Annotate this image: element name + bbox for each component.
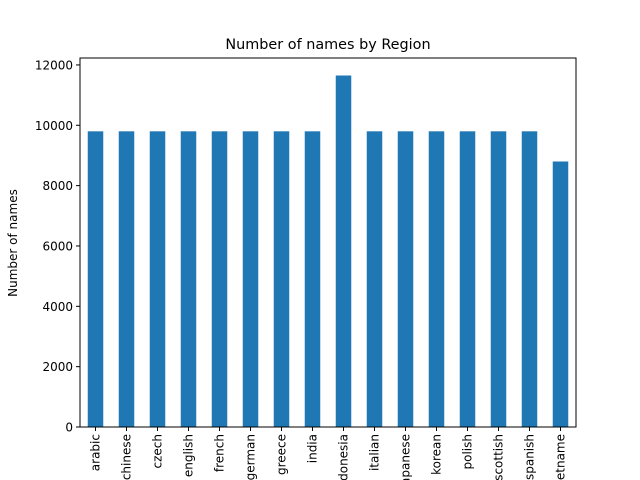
bars-group xyxy=(87,75,569,428)
x-axis: arabic chinese czech english french german gre… xyxy=(89,427,568,480)
chart-title: Number of names by Region xyxy=(225,37,430,53)
bar-spanish xyxy=(521,131,538,427)
x-tick-label-english: english xyxy=(182,434,196,477)
plot-frame xyxy=(79,57,577,428)
x-tick-label-chinese: chinese xyxy=(120,434,134,480)
y-tick-label: 0 xyxy=(65,421,73,435)
x-tick-label-polish: polish xyxy=(461,434,475,469)
y-tick-label: 6000 xyxy=(42,239,73,253)
x-tick-label-vietname: vietname xyxy=(554,434,568,480)
bar-polish xyxy=(459,131,476,427)
x-tick-label-scottish: scottish xyxy=(492,434,506,480)
bar-english xyxy=(180,131,197,427)
bar-india xyxy=(304,131,321,427)
y-tick-label: 8000 xyxy=(42,179,73,193)
x-tick-label-arabic: arabic xyxy=(89,434,103,471)
bar-japanese xyxy=(397,131,414,427)
x-tick-label-indonesia: indonesia xyxy=(337,434,351,480)
bar-czech xyxy=(149,131,166,427)
bar-korean xyxy=(428,131,445,427)
bar-italian xyxy=(366,131,383,427)
y-tick-label: 10000 xyxy=(35,119,73,133)
y-axis: 0 2000 4000 6000 8000 10000 12000 xyxy=(35,58,80,435)
bar-chinese xyxy=(118,131,135,427)
x-tick-label-spanish: spanish xyxy=(523,434,537,480)
y-tick-label: 12000 xyxy=(35,58,73,72)
bar-indonesia xyxy=(335,75,352,428)
x-tick-label-japanese: japanese xyxy=(399,434,413,480)
x-tick-label-greece: greece xyxy=(275,434,289,475)
y-tick-label: 2000 xyxy=(42,360,73,374)
x-tick-label-french: french xyxy=(213,434,227,472)
x-tick-label-czech: czech xyxy=(151,434,165,468)
x-tick-label-india: india xyxy=(306,434,320,463)
bar-greece xyxy=(273,131,290,427)
x-tick-label-italian: italian xyxy=(368,434,382,471)
bar-vietname xyxy=(552,161,569,428)
y-axis-label: Number of names xyxy=(6,189,20,297)
y-tick-label: 4000 xyxy=(42,300,73,314)
bar-scottish xyxy=(490,131,507,427)
bar-arabic xyxy=(87,131,104,427)
x-tick-label-korean: korean xyxy=(430,434,444,475)
bar-german xyxy=(242,131,259,427)
bar-french xyxy=(211,131,228,427)
x-tick-label-german: german xyxy=(244,434,258,480)
